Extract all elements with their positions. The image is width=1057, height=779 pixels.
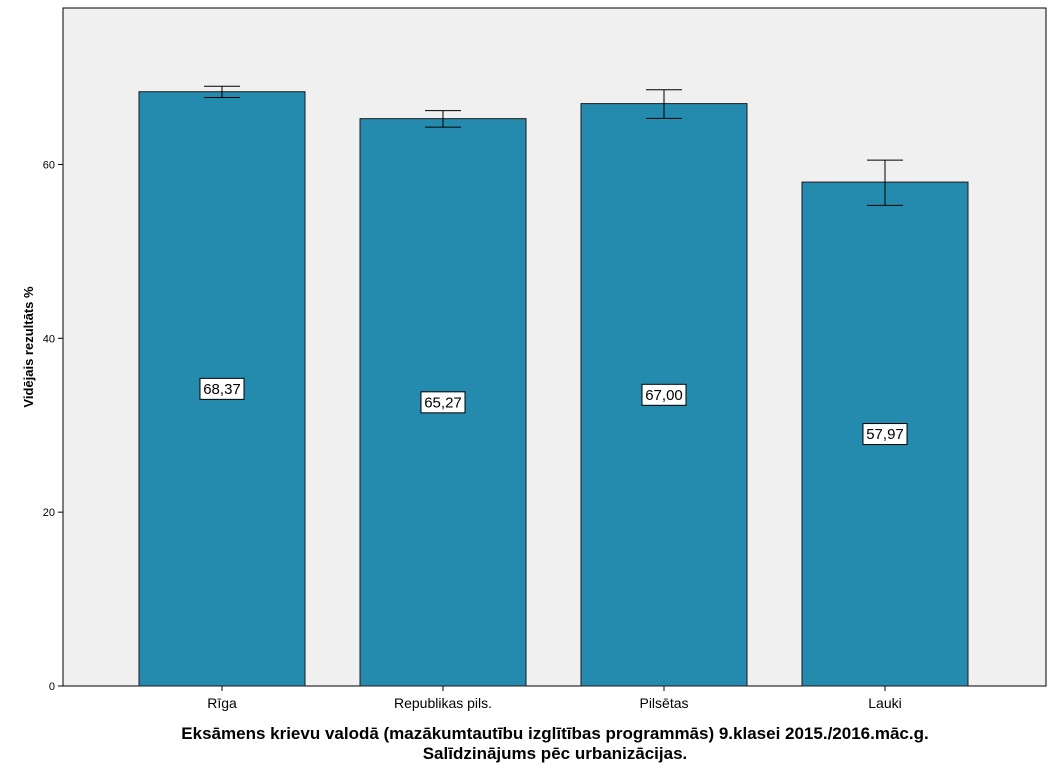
x-tick-label: Pilsētas (639, 695, 688, 711)
value-label: 67,00 (645, 387, 683, 404)
chart-title: Eksāmens krievu valodā (mazākumtautību i… (181, 724, 928, 743)
value-label: 65,27 (424, 394, 462, 411)
x-tick-label: Lauki (868, 695, 901, 711)
y-axis-label: Vidējais rezultāts % (21, 286, 36, 408)
value-label-box (862, 423, 908, 446)
y-tick-label: 0 (49, 681, 55, 693)
value-label-box (199, 377, 245, 400)
x-tick-label: Republikas pils. (394, 695, 492, 711)
value-label-box (641, 383, 687, 406)
chart-subtitle: Salīdzinājums pēc urbanizācijas. (423, 744, 688, 763)
x-axis: Rīga Republikas pils. Pilsētas Lauki (207, 686, 902, 711)
y-tick-label: 20 (43, 507, 55, 519)
y-tick-label: 60 (43, 159, 55, 171)
value-label-box (420, 391, 466, 414)
value-label: 57,97 (866, 426, 904, 443)
y-tick-label: 40 (43, 333, 55, 345)
value-label: 68,37 (203, 381, 241, 398)
bars-layer: 68,37 65,27 67,00 57,97 (138, 85, 969, 687)
y-axis: 0 20 40 60 (43, 159, 63, 693)
x-tick-label: Rīga (207, 695, 237, 711)
